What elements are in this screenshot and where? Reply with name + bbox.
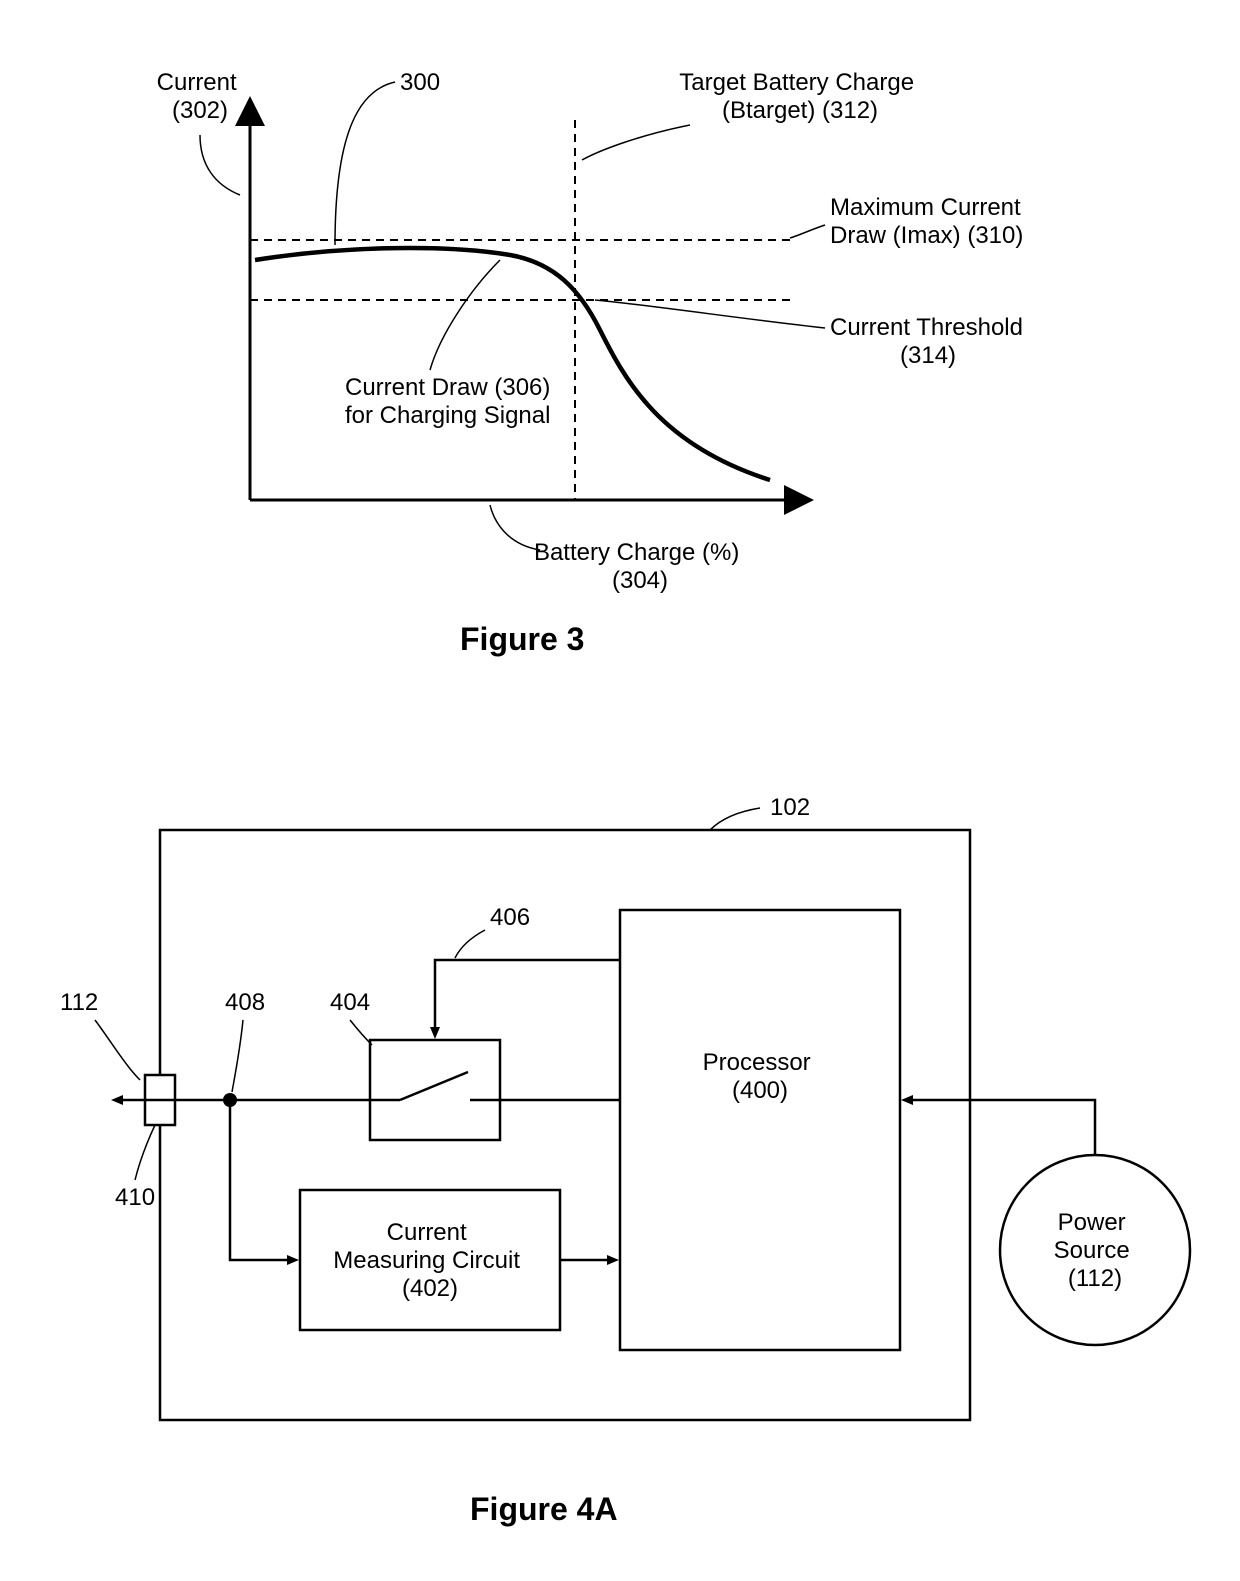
ref-406: 406 (490, 904, 530, 931)
wire-406 (435, 960, 620, 1030)
threshold-leader (595, 300, 825, 328)
y-axis-leader (200, 135, 240, 195)
wire-ps-proc (910, 1100, 1095, 1155)
cmc-label: Current Measuring Circuit (402) (333, 1219, 526, 1302)
ref-404-leader (350, 1020, 372, 1045)
threshold-label: Current Threshold (314) (830, 314, 1030, 369)
curve-label-leader (430, 260, 500, 370)
x-axis-label: Battery Charge (%) (304) (534, 539, 746, 594)
btarget-leader (582, 125, 690, 160)
btarget-label: Target Battery Charge (Btarget) (312) (679, 69, 920, 124)
processor-box (620, 910, 900, 1350)
ref-410: 410 (115, 1184, 155, 1211)
ref-112-leader (95, 1020, 140, 1080)
ref-408-leader (232, 1020, 243, 1092)
curve-label: Current Draw (306) for Charging Signal (345, 374, 557, 429)
ref-404: 404 (330, 989, 370, 1016)
ref-112: 112 (60, 989, 98, 1016)
curve-ref-leader (335, 82, 395, 245)
power-source-label: Power Source (112) (1054, 1209, 1137, 1292)
figure3-caption: Figure 3 (460, 621, 584, 657)
imax-label: Maximum Current Draw (Imax) (310) (830, 194, 1027, 249)
imax-leader (790, 225, 825, 238)
switch-box (370, 1040, 500, 1140)
outer-box (160, 830, 970, 1420)
outer-ref-label: 102 (770, 794, 810, 821)
processor-label: Processor (400) (703, 1049, 818, 1104)
curve-ref-300: 300 (400, 69, 440, 96)
y-axis-label: Current (302) (157, 69, 244, 124)
ref-406-leader (455, 930, 485, 958)
outer-ref-leader (710, 808, 760, 830)
figure4a-caption: Figure 4A (470, 1491, 618, 1527)
current-curve (255, 248, 770, 480)
ref-408: 408 (225, 989, 265, 1016)
figure-4a: 102 Processor (400) Current Measuring Ci… (0, 720, 1240, 1581)
ref-410-leader (135, 1125, 155, 1180)
figure-3: Current (302) Battery Charge (%) (304) 3… (0, 0, 1240, 720)
wire-node-cmc (230, 1100, 290, 1260)
x-axis-leader (490, 505, 540, 550)
